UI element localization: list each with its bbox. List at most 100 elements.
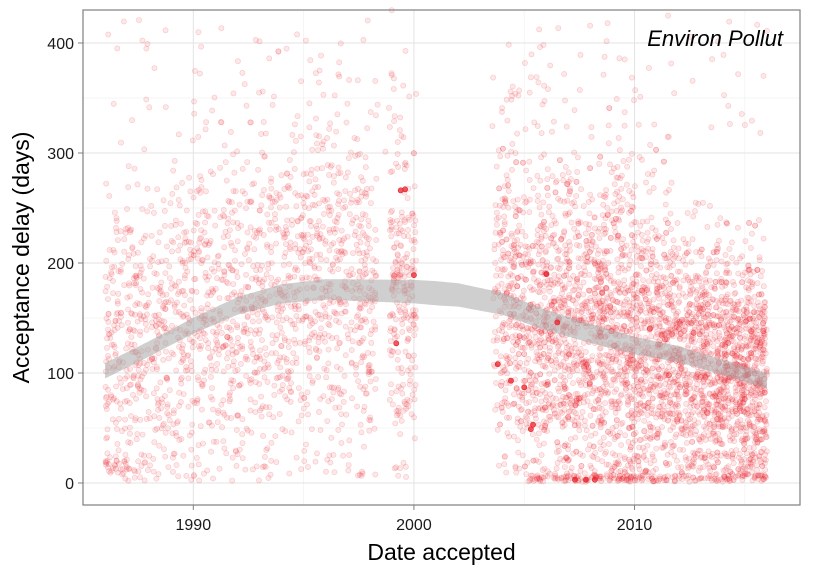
data-point xyxy=(514,236,521,243)
data-point xyxy=(261,453,268,460)
data-point xyxy=(627,458,634,465)
data-point xyxy=(312,309,319,315)
data-point xyxy=(689,236,696,243)
data-point xyxy=(357,421,364,428)
data-point xyxy=(221,411,228,418)
data-point xyxy=(108,392,114,398)
data-point xyxy=(587,412,594,419)
data-point xyxy=(264,379,271,385)
data-point xyxy=(127,326,133,333)
data-point xyxy=(559,308,566,315)
data-point xyxy=(615,135,622,141)
data-point xyxy=(606,441,612,447)
data-point xyxy=(689,439,696,445)
data-point xyxy=(401,233,407,239)
data-point xyxy=(567,247,573,254)
data-point xyxy=(244,314,251,321)
data-point xyxy=(749,281,756,288)
data-point xyxy=(315,339,322,346)
data-point xyxy=(136,272,143,279)
data-point xyxy=(494,334,501,341)
data-point xyxy=(294,233,301,240)
data-point xyxy=(102,288,109,295)
data-point xyxy=(764,448,770,455)
data-point xyxy=(321,330,328,337)
data-point xyxy=(314,355,320,361)
data-point xyxy=(311,191,318,198)
data-point xyxy=(617,281,623,287)
data-point xyxy=(359,468,365,475)
data-point xyxy=(395,257,402,263)
data-point xyxy=(263,404,269,410)
data-point xyxy=(700,464,706,470)
data-point xyxy=(215,407,222,414)
data-point xyxy=(575,154,581,161)
data-point xyxy=(228,327,235,333)
data-point xyxy=(114,426,120,432)
data-point xyxy=(295,317,302,324)
data-point xyxy=(391,465,398,472)
data-point xyxy=(303,313,310,320)
data-point xyxy=(169,430,176,437)
data-point xyxy=(560,285,566,292)
data-point xyxy=(168,297,174,304)
data-point xyxy=(239,455,246,461)
data-point xyxy=(287,246,294,253)
data-point xyxy=(128,226,135,233)
data-point xyxy=(278,342,285,349)
data-point xyxy=(128,413,134,419)
data-point xyxy=(282,223,289,230)
data-point xyxy=(202,269,209,276)
data-point xyxy=(636,466,643,473)
data-point xyxy=(528,287,535,293)
data-point xyxy=(155,259,162,266)
data-point xyxy=(313,354,320,361)
data-point xyxy=(126,430,133,437)
data-point xyxy=(326,171,332,178)
data-point xyxy=(342,188,349,194)
data-point xyxy=(300,200,307,207)
data-point xyxy=(292,245,299,252)
data-point xyxy=(251,246,258,253)
data-point xyxy=(313,223,320,229)
data-point xyxy=(171,157,178,164)
data-point xyxy=(103,393,110,400)
data-point xyxy=(169,248,175,255)
data-point xyxy=(386,347,393,354)
data-point xyxy=(555,255,562,262)
data-point xyxy=(555,448,562,454)
data-point xyxy=(148,232,155,239)
data-point xyxy=(257,355,264,362)
data-point xyxy=(298,192,305,199)
data-point xyxy=(131,468,138,475)
data-point xyxy=(135,468,142,475)
data-point xyxy=(503,96,510,103)
data-point xyxy=(240,326,247,333)
data-point xyxy=(161,324,168,331)
data-point xyxy=(675,268,681,275)
data-point xyxy=(195,211,202,218)
data-point xyxy=(125,340,131,347)
data-point xyxy=(127,227,133,234)
data-point xyxy=(400,407,407,414)
data-point xyxy=(303,192,310,199)
data-point xyxy=(256,207,263,214)
data-point xyxy=(118,310,124,317)
data-point xyxy=(662,201,669,208)
data-point xyxy=(354,323,360,330)
data-point xyxy=(168,222,175,229)
data-point xyxy=(745,406,751,413)
data-point xyxy=(626,156,632,163)
data-point xyxy=(168,349,175,356)
data-point xyxy=(306,373,313,379)
data-point xyxy=(176,389,183,396)
data-point xyxy=(162,270,169,276)
data-point xyxy=(391,273,398,279)
data-point xyxy=(352,153,358,159)
data-point xyxy=(371,269,377,276)
data-point xyxy=(578,270,585,277)
data-point xyxy=(306,275,313,282)
data-point xyxy=(103,460,110,466)
data-point xyxy=(198,406,205,413)
data-point xyxy=(163,257,170,264)
